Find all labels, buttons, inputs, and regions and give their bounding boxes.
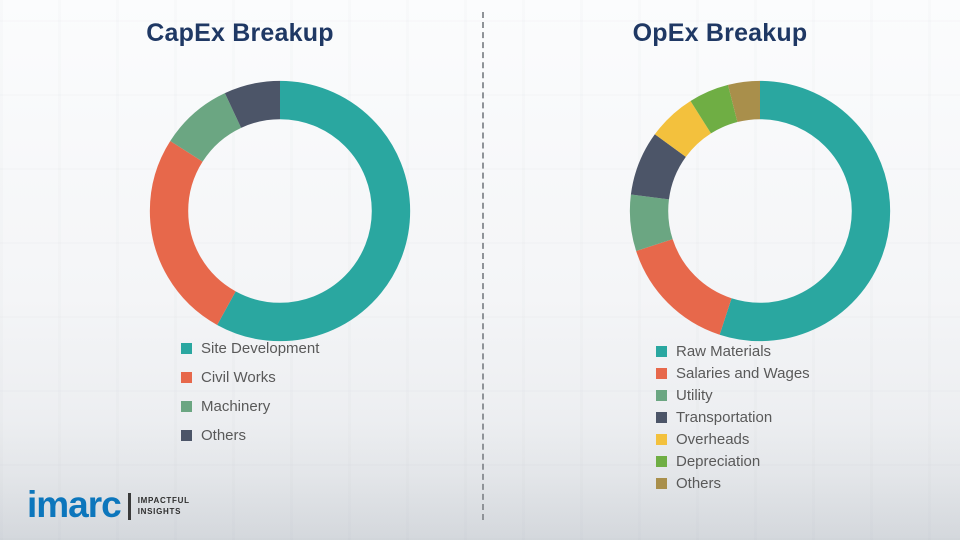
legend-item: Others — [656, 472, 810, 494]
legend-swatch — [656, 433, 667, 445]
legend-label: Utility — [676, 386, 713, 404]
divider-line — [482, 12, 484, 520]
brand-name: imarc — [27, 483, 122, 525]
legend-label: Site Development — [201, 340, 320, 357]
donut-segment-others — [629, 80, 891, 342]
tagline-line1: IMPACTFUL — [137, 495, 190, 505]
legend-item: Others — [181, 421, 319, 450]
legend-label: Machinery — [201, 398, 271, 415]
donut-segment-utility — [629, 80, 891, 342]
logo-tagline: IMPACTFUL INSIGHTS — [138, 496, 190, 518]
legend-swatch — [181, 343, 192, 354]
legend-item: Civil Works — [181, 363, 319, 392]
legend-swatch — [656, 455, 667, 467]
legend-item: Machinery — [181, 392, 319, 421]
donut-segment-civil-works — [149, 80, 411, 342]
legend-item: Overheads — [656, 428, 810, 450]
legend-swatch — [656, 477, 667, 489]
legend-item: Depreciation — [656, 450, 810, 472]
opex-donut-chart — [623, 74, 897, 348]
opex-legend: Raw Materials Salaries and Wages Utility Tr… — [656, 340, 810, 494]
legend-swatch — [656, 389, 667, 401]
legend-item: Transportation — [656, 406, 810, 428]
legend-swatch — [656, 411, 667, 423]
legend-label: Depreciation — [676, 452, 761, 470]
legend-item: Site Development — [181, 334, 319, 363]
legend-item: Raw Materials — [656, 340, 810, 362]
logo-divider-bar — [127, 493, 131, 520]
legend-swatch — [181, 430, 192, 441]
opex-chart-title: OpEx Breakup — [632, 19, 808, 47]
legend-item: Utility — [656, 384, 810, 406]
legend-item: Salaries and Wages — [656, 362, 810, 384]
legend-label: Salaries and Wages — [676, 364, 810, 382]
legend-swatch — [656, 345, 667, 357]
legend-label: Others — [201, 427, 247, 444]
legend-swatch — [181, 401, 192, 412]
capex-legend: Site Development Civil Works Machinery Othe… — [181, 334, 319, 450]
legend-label: Civil Works — [201, 369, 276, 386]
legend-label: Others — [676, 474, 722, 492]
capex-chart-title: CapEx Breakup — [146, 19, 334, 47]
capex-panel: CapEx Breakup Site Development Civil Work… — [143, 19, 417, 450]
legend-label: Overheads — [676, 430, 750, 448]
opex-panel: OpEx Breakup Raw Materials Salaries and W… — [480, 0, 960, 540]
donut-segment-others — [149, 80, 411, 342]
tagline-line2: INSIGHTS — [137, 506, 182, 516]
capex-donut-chart — [143, 74, 417, 348]
legend-swatch — [181, 372, 192, 383]
imarc-logo: imarc IMPACTFUL INSIGHTS — [27, 483, 190, 525]
legend-label: Transportation — [676, 408, 773, 426]
legend-label: Raw Materials — [676, 342, 772, 360]
legend-swatch — [656, 367, 667, 379]
